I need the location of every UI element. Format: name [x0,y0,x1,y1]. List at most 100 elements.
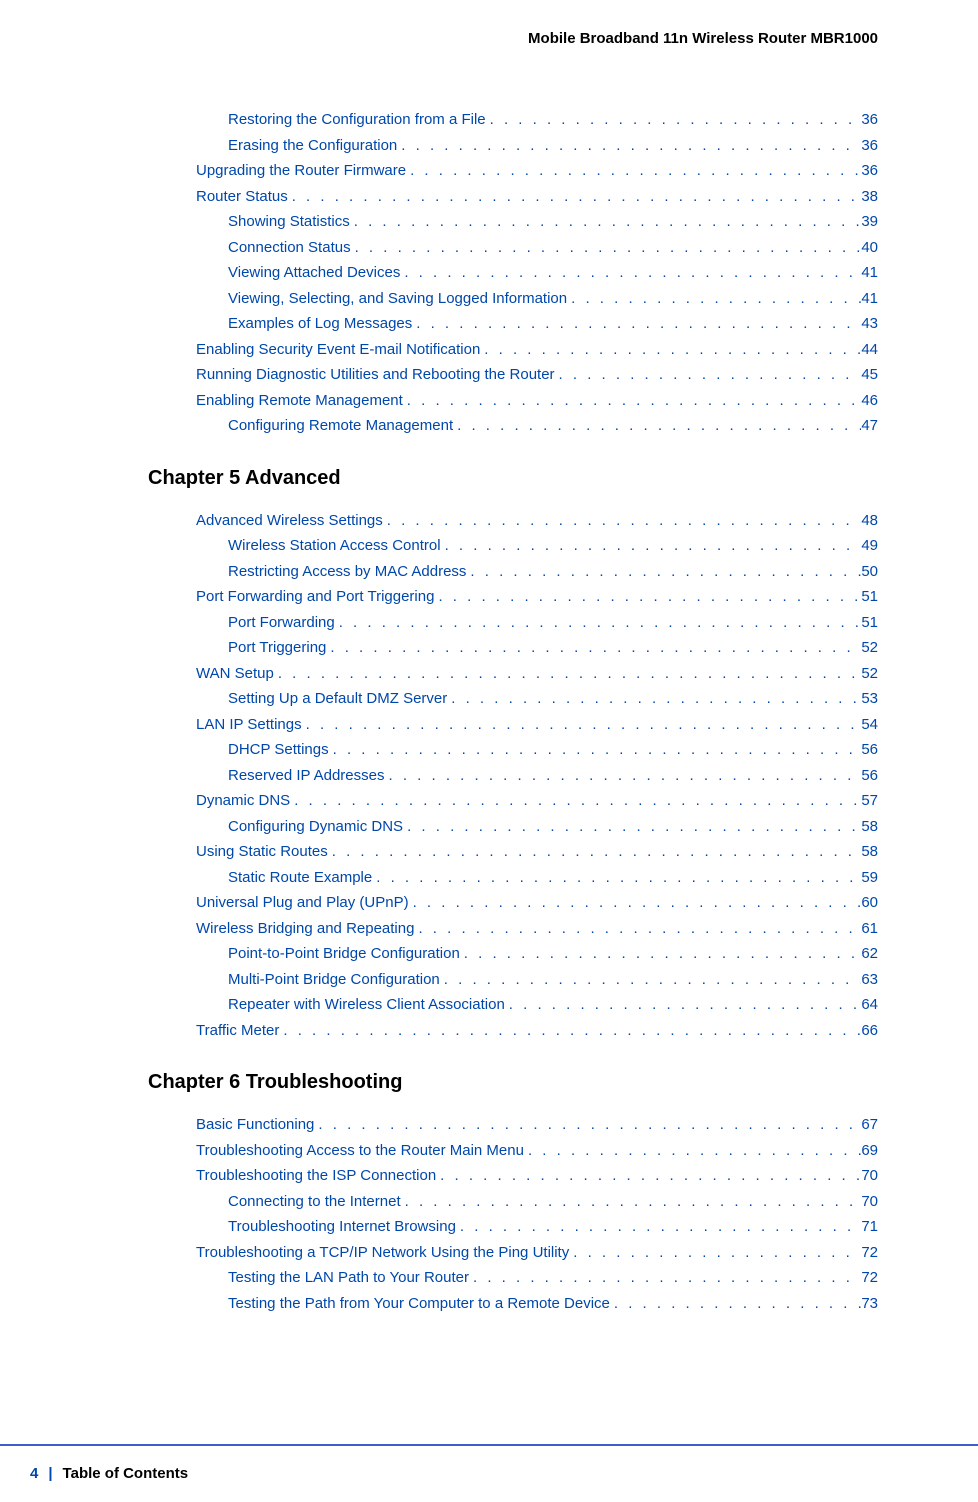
toc-page-number: 45 [861,362,878,388]
toc-entry[interactable]: Examples of Log Messages43 [148,311,878,337]
toc-dots [447,686,861,712]
toc-entry[interactable]: Connecting to the Internet70 [148,1189,878,1215]
toc-entry[interactable]: LAN IP Settings54 [148,712,878,738]
toc-entry[interactable]: Troubleshooting the ISP Connection 70 [148,1163,878,1189]
toc-dots [409,890,862,916]
toc-entry[interactable]: Wireless Bridging and Repeating61 [148,916,878,942]
toc-page-number: 60 [861,890,878,916]
toc-entry-text: Basic Functioning [196,1112,314,1138]
toc-dots [351,235,862,261]
toc-dots [414,916,861,942]
toc-dots [400,260,861,286]
toc-entry-text: Restoring the Configuration from a File [228,107,486,133]
toc-page-number: 49 [861,533,878,559]
toc-entry[interactable]: Troubleshooting a TCP/IP Network Using t… [148,1240,878,1266]
toc-dots [436,1163,861,1189]
toc-entry-text: Upgrading the Router Firmware [196,158,406,184]
toc-entry-text: Troubleshooting Access to the Router Mai… [196,1138,524,1164]
toc-entry[interactable]: Traffic Meter 66 [148,1018,878,1044]
toc-entry-text: Port Forwarding [228,610,335,636]
toc-dots [350,209,862,235]
toc-entry-text: Traffic Meter [196,1018,279,1044]
toc-entry[interactable]: Port Triggering52 [148,635,878,661]
toc-entry-text: Universal Plug and Play (UPnP) [196,890,409,916]
toc-entry[interactable]: Basic Functioning 67 [148,1112,878,1138]
toc-entry-text: Reserved IP Addresses [228,763,384,789]
toc-dots [505,992,862,1018]
toc-page-number: 72 [861,1240,878,1266]
toc-page-number: 43 [861,311,878,337]
toc-entry-text: Troubleshooting a TCP/IP Network Using t… [196,1240,569,1266]
toc-entry[interactable]: Port Forwarding and Port Triggering51 [148,584,878,610]
toc-dots [401,1189,862,1215]
toc-entry-text: Setting Up a Default DMZ Server [228,686,447,712]
toc-entry[interactable]: Configuring Remote Management47 [148,413,878,439]
toc-dots [372,865,861,891]
toc-page-number: 62 [861,941,878,967]
toc-page-number: 56 [861,737,878,763]
toc-entry-text: WAN Setup [196,661,274,687]
toc-page-number: 41 [861,260,878,286]
toc-entry-text: Repeater with Wireless Client Associatio… [228,992,505,1018]
toc-page-number: 58 [861,839,878,865]
toc-page-number: 72 [861,1265,878,1291]
toc-entry-text: Testing the Path from Your Computer to a… [228,1291,610,1317]
toc-entry[interactable]: Universal Plug and Play (UPnP) 60 [148,890,878,916]
toc-entry[interactable]: Repeater with Wireless Client Associatio… [148,992,878,1018]
toc-entry[interactable]: Multi-Point Bridge Configuration63 [148,967,878,993]
toc-entry[interactable]: Enabling Security Event E-mail Notificat… [148,337,878,363]
toc-entry[interactable]: Reserved IP Addresses56 [148,763,878,789]
toc-entry[interactable]: Setting Up a Default DMZ Server53 [148,686,878,712]
toc-dots [555,362,862,388]
toc-entry[interactable]: Upgrading the Router Firmware36 [148,158,878,184]
toc-dots [383,508,862,534]
toc-entry[interactable]: Configuring Dynamic DNS58 [148,814,878,840]
toc-page-number: 66 [861,1018,878,1044]
toc-entry-text: Static Route Example [228,865,372,891]
toc-entry[interactable]: Enabling Remote Management46 [148,388,878,414]
toc-dots [335,610,862,636]
toc-dots [290,788,861,814]
toc-entry[interactable]: Wireless Station Access Control49 [148,533,878,559]
toc-entry[interactable]: Restoring the Configuration from a File3… [148,107,878,133]
toc-entry-text: Troubleshooting the ISP Connection [196,1163,436,1189]
toc-entry[interactable]: Running Diagnostic Utilities and Rebooti… [148,362,878,388]
toc-entry[interactable]: Connection Status40 [148,235,878,261]
toc-entry[interactable]: Viewing, Selecting, and Saving Logged In… [148,286,878,312]
toc-entry-text: Configuring Remote Management [228,413,453,439]
toc-entry[interactable]: Static Route Example59 [148,865,878,891]
page-footer: 4 | Table of Contents [30,1465,188,1482]
toc-entry[interactable]: Showing Statistics39 [148,209,878,235]
toc-entry-text: Enabling Remote Management [196,388,403,414]
toc-entry[interactable]: Erasing the Configuration36 [148,133,878,159]
toc-page-number: 67 [861,1112,878,1138]
toc-entry-text: Viewing Attached Devices [228,260,400,286]
toc-entry[interactable]: Point-to-Point Bridge Configuration 62 [148,941,878,967]
footer-page-number: 4 [30,1465,38,1482]
footer-line [0,1444,978,1446]
toc-dots [460,941,862,967]
toc-entry-text: Point-to-Point Bridge Configuration [228,941,460,967]
toc-page-number: 64 [861,992,878,1018]
toc-entry[interactable]: DHCP Settings56 [148,737,878,763]
toc-entry[interactable]: Testing the LAN Path to Your Router72 [148,1265,878,1291]
toc-entry[interactable]: Testing the Path from Your Computer to a… [148,1291,878,1317]
toc-entry-text: Port Forwarding and Port Triggering [196,584,434,610]
toc-entry-text: Showing Statistics [228,209,350,235]
toc-dots [567,286,861,312]
toc-entry[interactable]: Port Forwarding51 [148,610,878,636]
toc-dots [329,737,862,763]
toc-entry[interactable]: Viewing Attached Devices 41 [148,260,878,286]
toc-entry[interactable]: Dynamic DNS57 [148,788,878,814]
toc-entry[interactable]: Router Status38 [148,184,878,210]
toc-entry[interactable]: WAN Setup52 [148,661,878,687]
toc-entry[interactable]: Advanced Wireless Settings48 [148,508,878,534]
toc-entry[interactable]: Using Static Routes58 [148,839,878,865]
toc-entry[interactable]: Troubleshooting Access to the Router Mai… [148,1138,878,1164]
toc-entry[interactable]: Restricting Access by MAC Address50 [148,559,878,585]
toc-dots [384,763,861,789]
header-title: Mobile Broadband 11n Wireless Router MBR… [528,30,878,47]
toc-dots [314,1112,861,1138]
toc-page-number: 70 [861,1163,878,1189]
toc-entry[interactable]: Troubleshooting Internet Browsing71 [148,1214,878,1240]
